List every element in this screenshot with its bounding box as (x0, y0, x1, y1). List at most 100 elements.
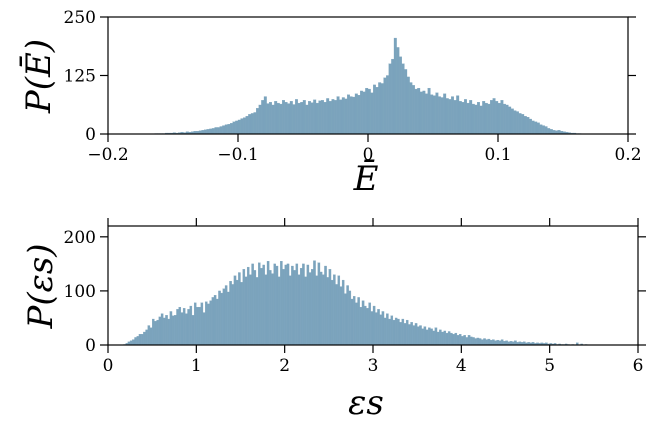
histogram-bar (263, 96, 267, 135)
histogram-bar (368, 302, 371, 346)
histogram-bar (456, 95, 460, 135)
histogram-bar (474, 338, 477, 346)
histogram-bar (357, 297, 360, 346)
histogram-bar (261, 100, 265, 135)
histogram-bar (410, 322, 413, 346)
histogram-bar (350, 298, 354, 346)
histogram-bar (375, 312, 378, 346)
histogram-bar (299, 268, 303, 346)
top-y-ticks: 0 125 250 (64, 8, 636, 145)
histogram-bar (388, 63, 392, 135)
histogram-bar (209, 300, 212, 346)
histogram-bar (321, 100, 324, 135)
histogram-bar (276, 102, 280, 135)
histogram-bar (326, 98, 330, 135)
histogram-bar (318, 100, 322, 135)
histogram-bar (388, 318, 391, 346)
histogram-bar (383, 77, 387, 135)
y-tick-label: 125 (64, 67, 96, 87)
histogram-bar (412, 85, 415, 135)
histogram-bar (417, 87, 421, 135)
histogram-bar (202, 312, 206, 346)
histogram-bar (357, 95, 361, 135)
histogram-bar (445, 98, 449, 135)
histogram-bar (275, 265, 279, 346)
histogram-bar (443, 330, 447, 346)
histogram-bar (214, 127, 218, 135)
histogram-bar (231, 284, 235, 346)
histogram-bar (498, 340, 502, 346)
histogram-bar (305, 104, 309, 135)
histogram-bar (145, 329, 148, 346)
x-tick-label: −0.2 (87, 145, 128, 165)
histogram-bar (315, 102, 319, 135)
histogram-bar (494, 340, 497, 346)
histogram-bar (474, 104, 478, 135)
histogram-bar (302, 100, 306, 135)
x-tick-label: 0 (363, 145, 374, 165)
histogram-bar (288, 275, 292, 346)
histogram-bar (403, 323, 407, 346)
histogram-bar (255, 277, 259, 346)
histogram-bar (461, 336, 464, 346)
histogram-bar (315, 275, 318, 346)
histogram-bar (447, 331, 451, 346)
histogram-bar (248, 114, 252, 135)
histogram-bar (425, 329, 429, 346)
top-y-axis-label: P(Ē) (19, 39, 59, 114)
histogram-bar (191, 315, 195, 346)
histogram-bar (326, 277, 329, 346)
x-tick-label: 0.2 (614, 145, 641, 165)
histogram-bar (308, 101, 311, 135)
histogram-bar (282, 269, 285, 346)
histogram-bar (306, 264, 310, 346)
histogram-bar (205, 301, 208, 346)
histogram-bar (328, 269, 332, 346)
top-x-axis-label: Ē (353, 159, 379, 199)
histogram-bar (308, 272, 312, 346)
histogram-bar (207, 303, 210, 346)
histogram-bar (319, 271, 323, 346)
histogram-bar (211, 297, 215, 346)
histogram-bar (232, 121, 236, 135)
histogram-bar (282, 100, 285, 135)
histogram-bar (492, 339, 495, 346)
histogram-bar (383, 317, 387, 346)
histogram-bar (346, 285, 349, 346)
histogram-bar (375, 87, 379, 135)
histogram-bar (158, 316, 162, 346)
histogram-bar (317, 262, 321, 346)
histogram-bar (495, 101, 499, 135)
histogram-bar (136, 336, 140, 346)
histogram-bar (187, 309, 190, 346)
histogram-bar (539, 124, 543, 135)
histogram-bar (220, 292, 223, 346)
histogram-bar (505, 104, 509, 135)
histogram-bar (467, 335, 471, 346)
histogram-bar (412, 325, 416, 346)
histogram-bar (196, 306, 199, 346)
histogram-bar (452, 334, 455, 346)
histogram-bar (211, 128, 215, 135)
histogram-bar (297, 274, 301, 346)
histogram-bar (458, 101, 462, 135)
histogram-bar (217, 127, 220, 135)
histogram-bar (487, 338, 491, 346)
histogram-bar (253, 112, 257, 135)
histogram-bar (287, 103, 291, 135)
histogram-bar (419, 325, 422, 346)
histogram-bar (286, 263, 290, 346)
histogram-bar (391, 58, 395, 135)
histogram-bar (349, 96, 353, 135)
histogram-bar (489, 339, 493, 346)
histogram-bar (242, 269, 246, 346)
histogram-bar (280, 261, 283, 346)
histogram-bar (274, 101, 278, 135)
histogram-bar (271, 104, 275, 135)
histogram-bar (386, 313, 389, 346)
histogram-bar (289, 101, 293, 135)
histogram-bar (505, 340, 508, 346)
histogram-bar (428, 327, 431, 346)
histogram-bar (438, 96, 441, 135)
histogram-bar (466, 102, 470, 135)
